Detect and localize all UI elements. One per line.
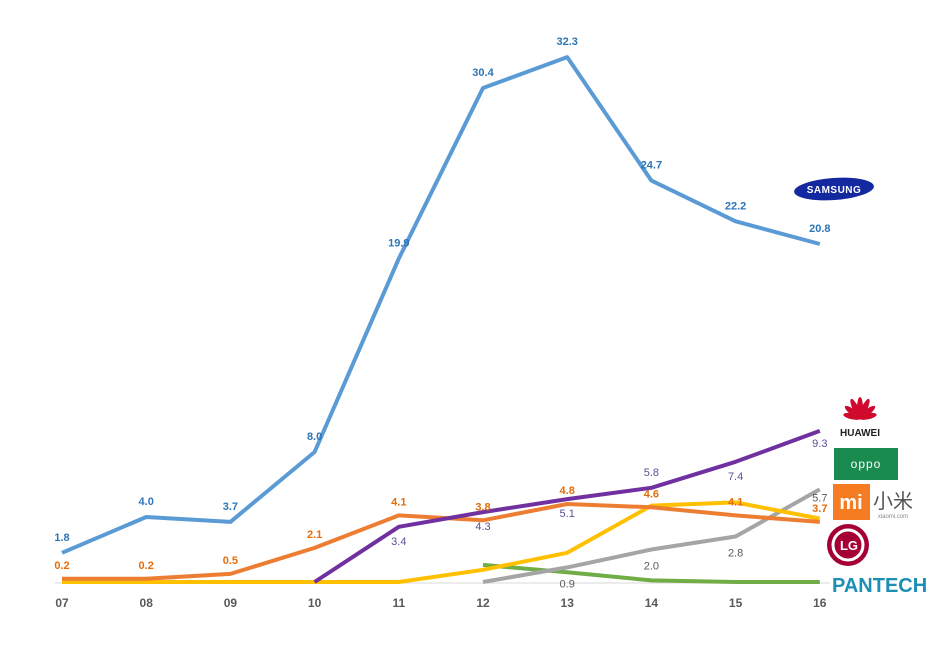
x-tick-label: 16 xyxy=(813,596,827,610)
line-huawei xyxy=(313,429,821,584)
data-label-huawei: 5.8 xyxy=(644,467,659,479)
oppo-logo: oppo xyxy=(834,448,898,480)
lg-logo: LG xyxy=(827,524,869,566)
svg-text:HUAWEI: HUAWEI xyxy=(840,428,880,439)
svg-text:xiaomi.com: xiaomi.com xyxy=(878,514,908,520)
series-lines xyxy=(61,55,821,584)
data-label-oppo: 0.9 xyxy=(560,578,575,590)
x-tick-label: 15 xyxy=(729,596,743,610)
data-label-huawei: 5.1 xyxy=(560,508,575,520)
data-label-lg: 4.1 xyxy=(728,496,743,508)
data-label-lg: 4.8 xyxy=(560,485,575,497)
line-xiaomi xyxy=(62,500,821,584)
data-label-samsung: 3.7 xyxy=(223,501,238,513)
line-pantech xyxy=(482,562,820,584)
line-samsung xyxy=(61,55,821,555)
x-tick-label: 14 xyxy=(645,596,659,610)
data-label-lg: 2.1 xyxy=(307,529,322,541)
data-label-oppo: 5.7 xyxy=(812,492,827,504)
pantech-logo: PANTECH xyxy=(832,575,927,597)
data-label-samsung: 32.3 xyxy=(556,36,577,48)
svg-text:小米: 小米 xyxy=(873,490,913,513)
samsung-logo: SAMSUNG xyxy=(794,177,874,201)
data-label-samsung: 24.7 xyxy=(641,160,662,172)
data-label-lg: 0.5 xyxy=(223,555,238,567)
x-tick-label: 08 xyxy=(140,596,154,610)
data-label-lg: 0.2 xyxy=(54,560,69,572)
data-label-huawei: 9.3 xyxy=(812,438,827,450)
x-tick-label: 12 xyxy=(476,596,490,610)
x-tick-labels: 07 08 09 10 11 12 13 14 15 16 xyxy=(55,596,826,610)
x-tick-label: 11 xyxy=(392,596,405,610)
line-oppo xyxy=(482,487,821,584)
data-label-oppo: 2.0 xyxy=(644,561,659,573)
data-label-huawei: 4.3 xyxy=(475,521,490,533)
data-label-lg: 4.1 xyxy=(391,496,406,508)
data-label-samsung: 30.4 xyxy=(472,67,494,79)
data-label-samsung: 19.9 xyxy=(388,238,409,250)
svg-text:mi: mi xyxy=(839,492,862,514)
data-label-huawei: 7.4 xyxy=(728,471,743,483)
x-tick-label: 10 xyxy=(308,596,322,610)
data-label-samsung: 8.0 xyxy=(307,431,322,443)
xiaomi-logo: mi 小米 xiaomi.com xyxy=(833,484,913,520)
data-label-lg: 3.7 xyxy=(812,503,827,515)
svg-text:SAMSUNG: SAMSUNG xyxy=(807,185,862,196)
x-tick-label: 09 xyxy=(224,596,238,610)
svg-text:LG: LG xyxy=(840,538,858,553)
data-label-samsung: 4.0 xyxy=(139,496,154,508)
data-label-lg: 3.8 xyxy=(475,501,490,513)
huawei-logo: HUAWEI xyxy=(840,397,880,439)
data-label-samsung: 20.8 xyxy=(809,223,830,235)
data-label-lg: 0.2 xyxy=(139,560,154,572)
x-tick-label: 13 xyxy=(561,596,575,610)
svg-text:oppo: oppo xyxy=(851,457,882,471)
data-label-lg: 4.6 xyxy=(644,488,659,500)
svg-text:PANTECH: PANTECH xyxy=(832,575,927,597)
data-labels: 1.8 4.0 3.7 8.0 19.9 30.4 32.3 24.7 22.2 20.8 0.2 0… xyxy=(54,36,830,590)
data-label-huawei: 3.4 xyxy=(391,536,406,548)
x-tick-label: 07 xyxy=(55,596,69,610)
data-label-oppo: 2.8 xyxy=(728,548,743,560)
data-label-samsung: 22.2 xyxy=(725,200,746,212)
data-label-samsung: 1.8 xyxy=(54,532,69,544)
